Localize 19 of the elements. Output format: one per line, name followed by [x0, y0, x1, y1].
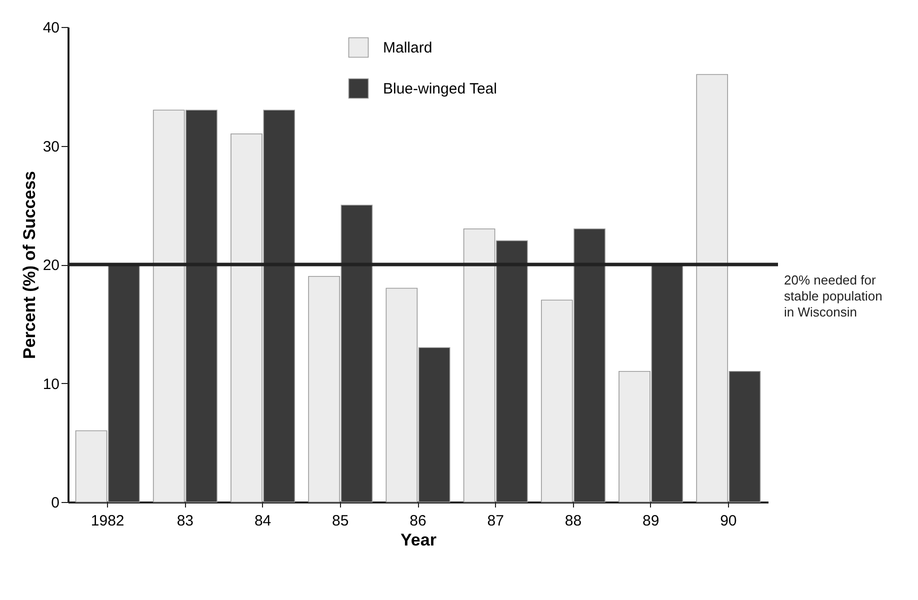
y-axis-title: Percent (%) of Success — [20, 170, 39, 360]
ref-line-label: 20% needed for stable population in Wisconsin — [784, 272, 882, 320]
x-tick-label: 90 — [720, 512, 737, 530]
y-tick-label: 20 — [42, 257, 60, 274]
x-tick-label: 84 — [254, 512, 272, 530]
y-tick-label: 10 — [42, 376, 60, 393]
y-tick-label: 0 — [51, 494, 60, 512]
y-tick-label: 30 — [42, 138, 60, 156]
x-tick-label: 89 — [642, 512, 660, 530]
y-tick-label: 40 — [42, 20, 60, 36]
x-tick-label: 86 — [410, 512, 426, 530]
x-tick-label: 85 — [332, 512, 349, 530]
x-tick-label: 1982 — [90, 512, 124, 530]
legend-label: Blue-winged Teal — [383, 80, 497, 98]
x-tick-label: 87 — [487, 512, 504, 530]
legend-label: Mallard — [383, 40, 432, 56]
x-tick-label: 88 — [564, 512, 582, 530]
x-tick-label: 83 — [176, 512, 194, 530]
x-axis-title: Year — [400, 530, 437, 550]
